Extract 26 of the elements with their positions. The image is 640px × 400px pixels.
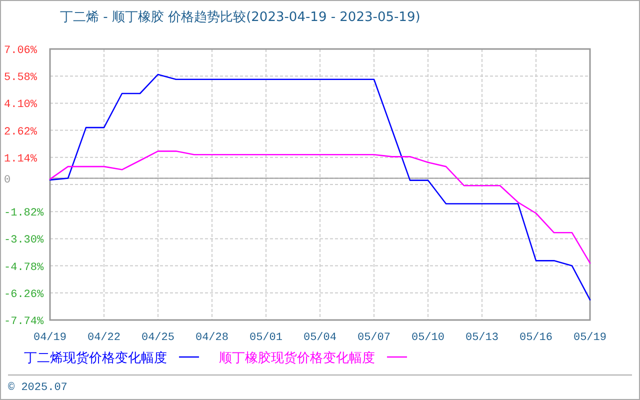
y-tick-label: 5.58% [4,72,38,84]
x-tick-label: 04/22 [87,332,121,344]
y-tick-label: -7.74% [4,316,44,328]
y-tick-label: 7.06% [4,45,38,57]
x-tick-label: 05/19 [573,332,607,344]
x-tick-label: 05/07 [357,332,391,344]
legend-label: 丁二烯现货价格变化幅度 [24,350,167,366]
y-tick-label: -4.78% [4,262,44,274]
y-tick-label: 1.14% [4,153,38,166]
y-tick-label: 4.10% [4,99,38,112]
text: © 2025.07 [8,382,68,394]
legend-label: 顺丁橡胶现货价格变化幅度 [219,350,375,366]
x-tick-label: 05/04 [303,332,337,344]
y-tick-label: -6.26% [4,288,44,301]
x-tick-label: 05/01 [249,332,283,344]
x-tick-label: 05/13 [465,332,499,344]
x-tick-label: 05/10 [411,332,445,344]
x-tick-label: 04/28 [195,332,229,344]
y-tick-label: 2.62% [4,126,38,138]
x-tick-label: 04/19 [33,332,67,344]
x-tick-label: 05/16 [519,332,553,344]
y-tick-label: -3.30% [4,234,44,247]
x-tick-label: 04/25 [141,332,175,344]
y-tick-label: -1.82% [4,208,44,220]
chart-title: 丁二烯 - 顺丁橡胶 价格趋势比较(2023-04-19 - 2023-05-19) [60,10,420,25]
y-tick-label: 0 [4,174,11,186]
